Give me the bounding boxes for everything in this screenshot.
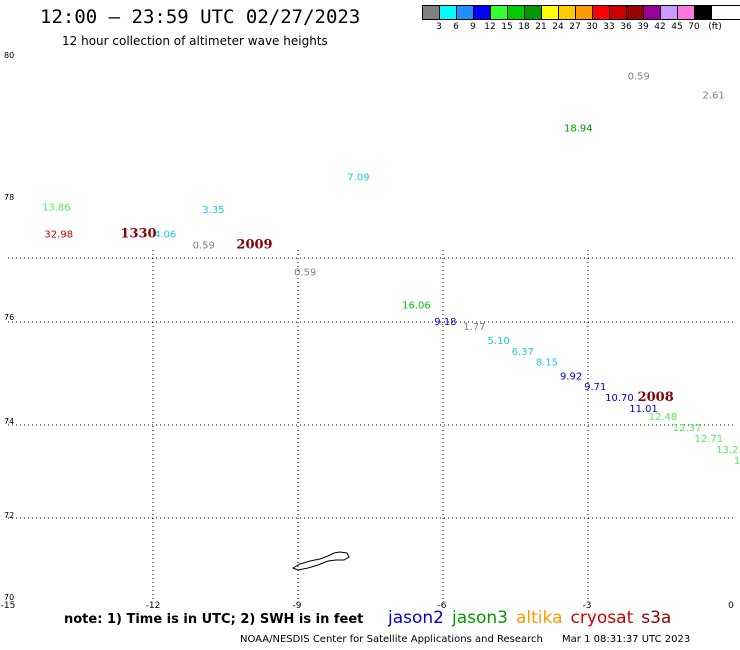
satellite-s3a: s3a: [641, 608, 672, 628]
legend-label: 36: [620, 22, 632, 32]
legend-unit: (ft): [708, 22, 722, 32]
time-labels: 1330 2009 2008: [120, 227, 673, 406]
y-tick-label: 78: [4, 193, 14, 202]
swh-point: 11.01: [629, 404, 658, 415]
swh-point: 13: [734, 456, 740, 467]
swh-point: 12.37: [673, 423, 702, 434]
legend-label: 45: [671, 22, 683, 32]
swh-point: 5.10: [487, 336, 509, 347]
legend-label: 6: [453, 22, 459, 32]
satellite-legend: jason2 jason3 altika cryosat s3a: [388, 608, 679, 628]
legend-swatch: [457, 6, 474, 19]
swh-point: 12.71: [695, 434, 724, 445]
satellite-jason3: jason3: [452, 608, 508, 628]
swh-point: 4.06: [154, 230, 176, 241]
swh-point: 8.15: [536, 358, 558, 369]
time-label: 2009: [236, 237, 272, 252]
satellite-jason2: jason2: [388, 608, 444, 628]
footer-timestamp: Mar 1 08:31:37 UTC 2023: [562, 634, 691, 645]
swh-point: 9.18: [434, 317, 456, 328]
grid-lines: [8, 250, 733, 600]
legend-label: 21: [535, 22, 547, 32]
swh-point: 13.86: [42, 202, 71, 213]
y-tick-label: 76: [4, 313, 14, 322]
note-text: note: 1) Time is in UTC; 2) SWH is in fe…: [64, 612, 364, 627]
swh-point: 13.23: [716, 445, 740, 456]
satellite-cryosat: cryosat: [570, 608, 634, 628]
footer: NOAA/NESDIS Center for Satellite Applica…: [240, 634, 690, 645]
legend-label: 24: [552, 22, 564, 32]
legend-swatch: [695, 6, 712, 19]
page-title: 12:00 – 23:59 UTC 02/27/2023: [40, 6, 361, 28]
legend-color-bar: [422, 5, 740, 20]
legend-labels: 3 6 9 12 15 18 21 24 27 30 33 36 39 42 45 70 (ft): [422, 20, 740, 32]
wave-height-map: -15 -12 -9 -6 -3 0 80 78 76 74 72 70 0.59 2.61 18.94 7…: [1, 51, 740, 610]
legend-label: 3: [436, 22, 442, 32]
legend-swatch: [610, 6, 627, 19]
x-tick-label: -15: [1, 601, 16, 610]
legend-label: 39: [637, 22, 649, 32]
axis-labels: -15 -12 -9 -6 -3 0 80 78 76 74 72 70: [1, 51, 734, 610]
time-label: 2008: [638, 390, 674, 405]
island-outline: [291, 551, 350, 571]
legend-label: 42: [654, 22, 666, 32]
swh-point: 0.59: [294, 268, 316, 279]
swh-point: 1.77: [463, 322, 485, 333]
swh-point: 7.09: [347, 172, 369, 183]
legend-swatch: [542, 6, 559, 19]
legend-swatch: [644, 6, 661, 19]
x-tick-label: -12: [146, 601, 161, 610]
legend-label: 18: [518, 22, 530, 32]
legend-label: 70: [688, 22, 700, 32]
island-shape: [291, 551, 350, 571]
swh-point: 0.59: [193, 240, 215, 251]
legend-label: 9: [470, 22, 476, 32]
swh-point: 3.35: [202, 205, 224, 216]
legend-swatch: [491, 6, 508, 19]
legend-label: 33: [603, 22, 615, 32]
swh-point: 9.92: [560, 371, 582, 382]
y-tick-label: 74: [4, 417, 14, 426]
swh-point: 0.59: [628, 72, 650, 83]
swh-point: 10.70: [605, 393, 634, 404]
legend-label: 27: [569, 22, 581, 32]
legend-label: 30: [586, 22, 598, 32]
legend-swatch: [661, 6, 678, 19]
legend-swatch: [525, 6, 542, 19]
y-tick-label: 70: [4, 593, 14, 602]
legend-label: 15: [501, 22, 513, 32]
x-tick-label: -6: [438, 601, 447, 610]
footer-agency: NOAA/NESDIS Center for Satellite Applica…: [240, 634, 543, 645]
legend-swatch: [627, 6, 644, 19]
legend-label: 12: [484, 22, 496, 32]
legend-swatch: [678, 6, 695, 19]
legend-swatch: [508, 6, 525, 19]
swh-point: 16.06: [402, 300, 431, 311]
swh-point: 2.61: [703, 91, 725, 102]
legend-swatch: [423, 6, 440, 19]
x-tick-label: -3: [583, 601, 592, 610]
legend-swatch: [576, 6, 593, 19]
swh-point: 6.37: [512, 347, 534, 358]
legend-swatch: [474, 6, 491, 19]
y-tick-label: 72: [4, 511, 14, 520]
time-label: 1330: [120, 227, 156, 242]
x-tick-label: -9: [293, 601, 302, 610]
swh-point: 18.94: [564, 123, 593, 134]
color-legend: 3 6 9 12 15 18 21 24 27 30 33 36 39 42 45 70 (ft): [422, 5, 740, 32]
swh-point: 32.98: [44, 230, 73, 241]
x-tick-label: 0: [728, 601, 734, 610]
legend-swatch: [440, 6, 457, 19]
y-tick-label: 80: [4, 51, 14, 60]
page-subtitle: 12 hour collection of altimeter wave hei…: [62, 34, 328, 48]
satellite-altika: altika: [516, 608, 563, 628]
swh-point: 12.48: [649, 412, 678, 423]
legend-swatch: [559, 6, 576, 19]
swh-values: 0.59 2.61 18.94 7.09 13.86 3.35 32.98 4.06 0.59 0…: [42, 72, 740, 467]
swh-point: 9.71: [584, 382, 606, 393]
legend-swatch: [593, 6, 610, 19]
